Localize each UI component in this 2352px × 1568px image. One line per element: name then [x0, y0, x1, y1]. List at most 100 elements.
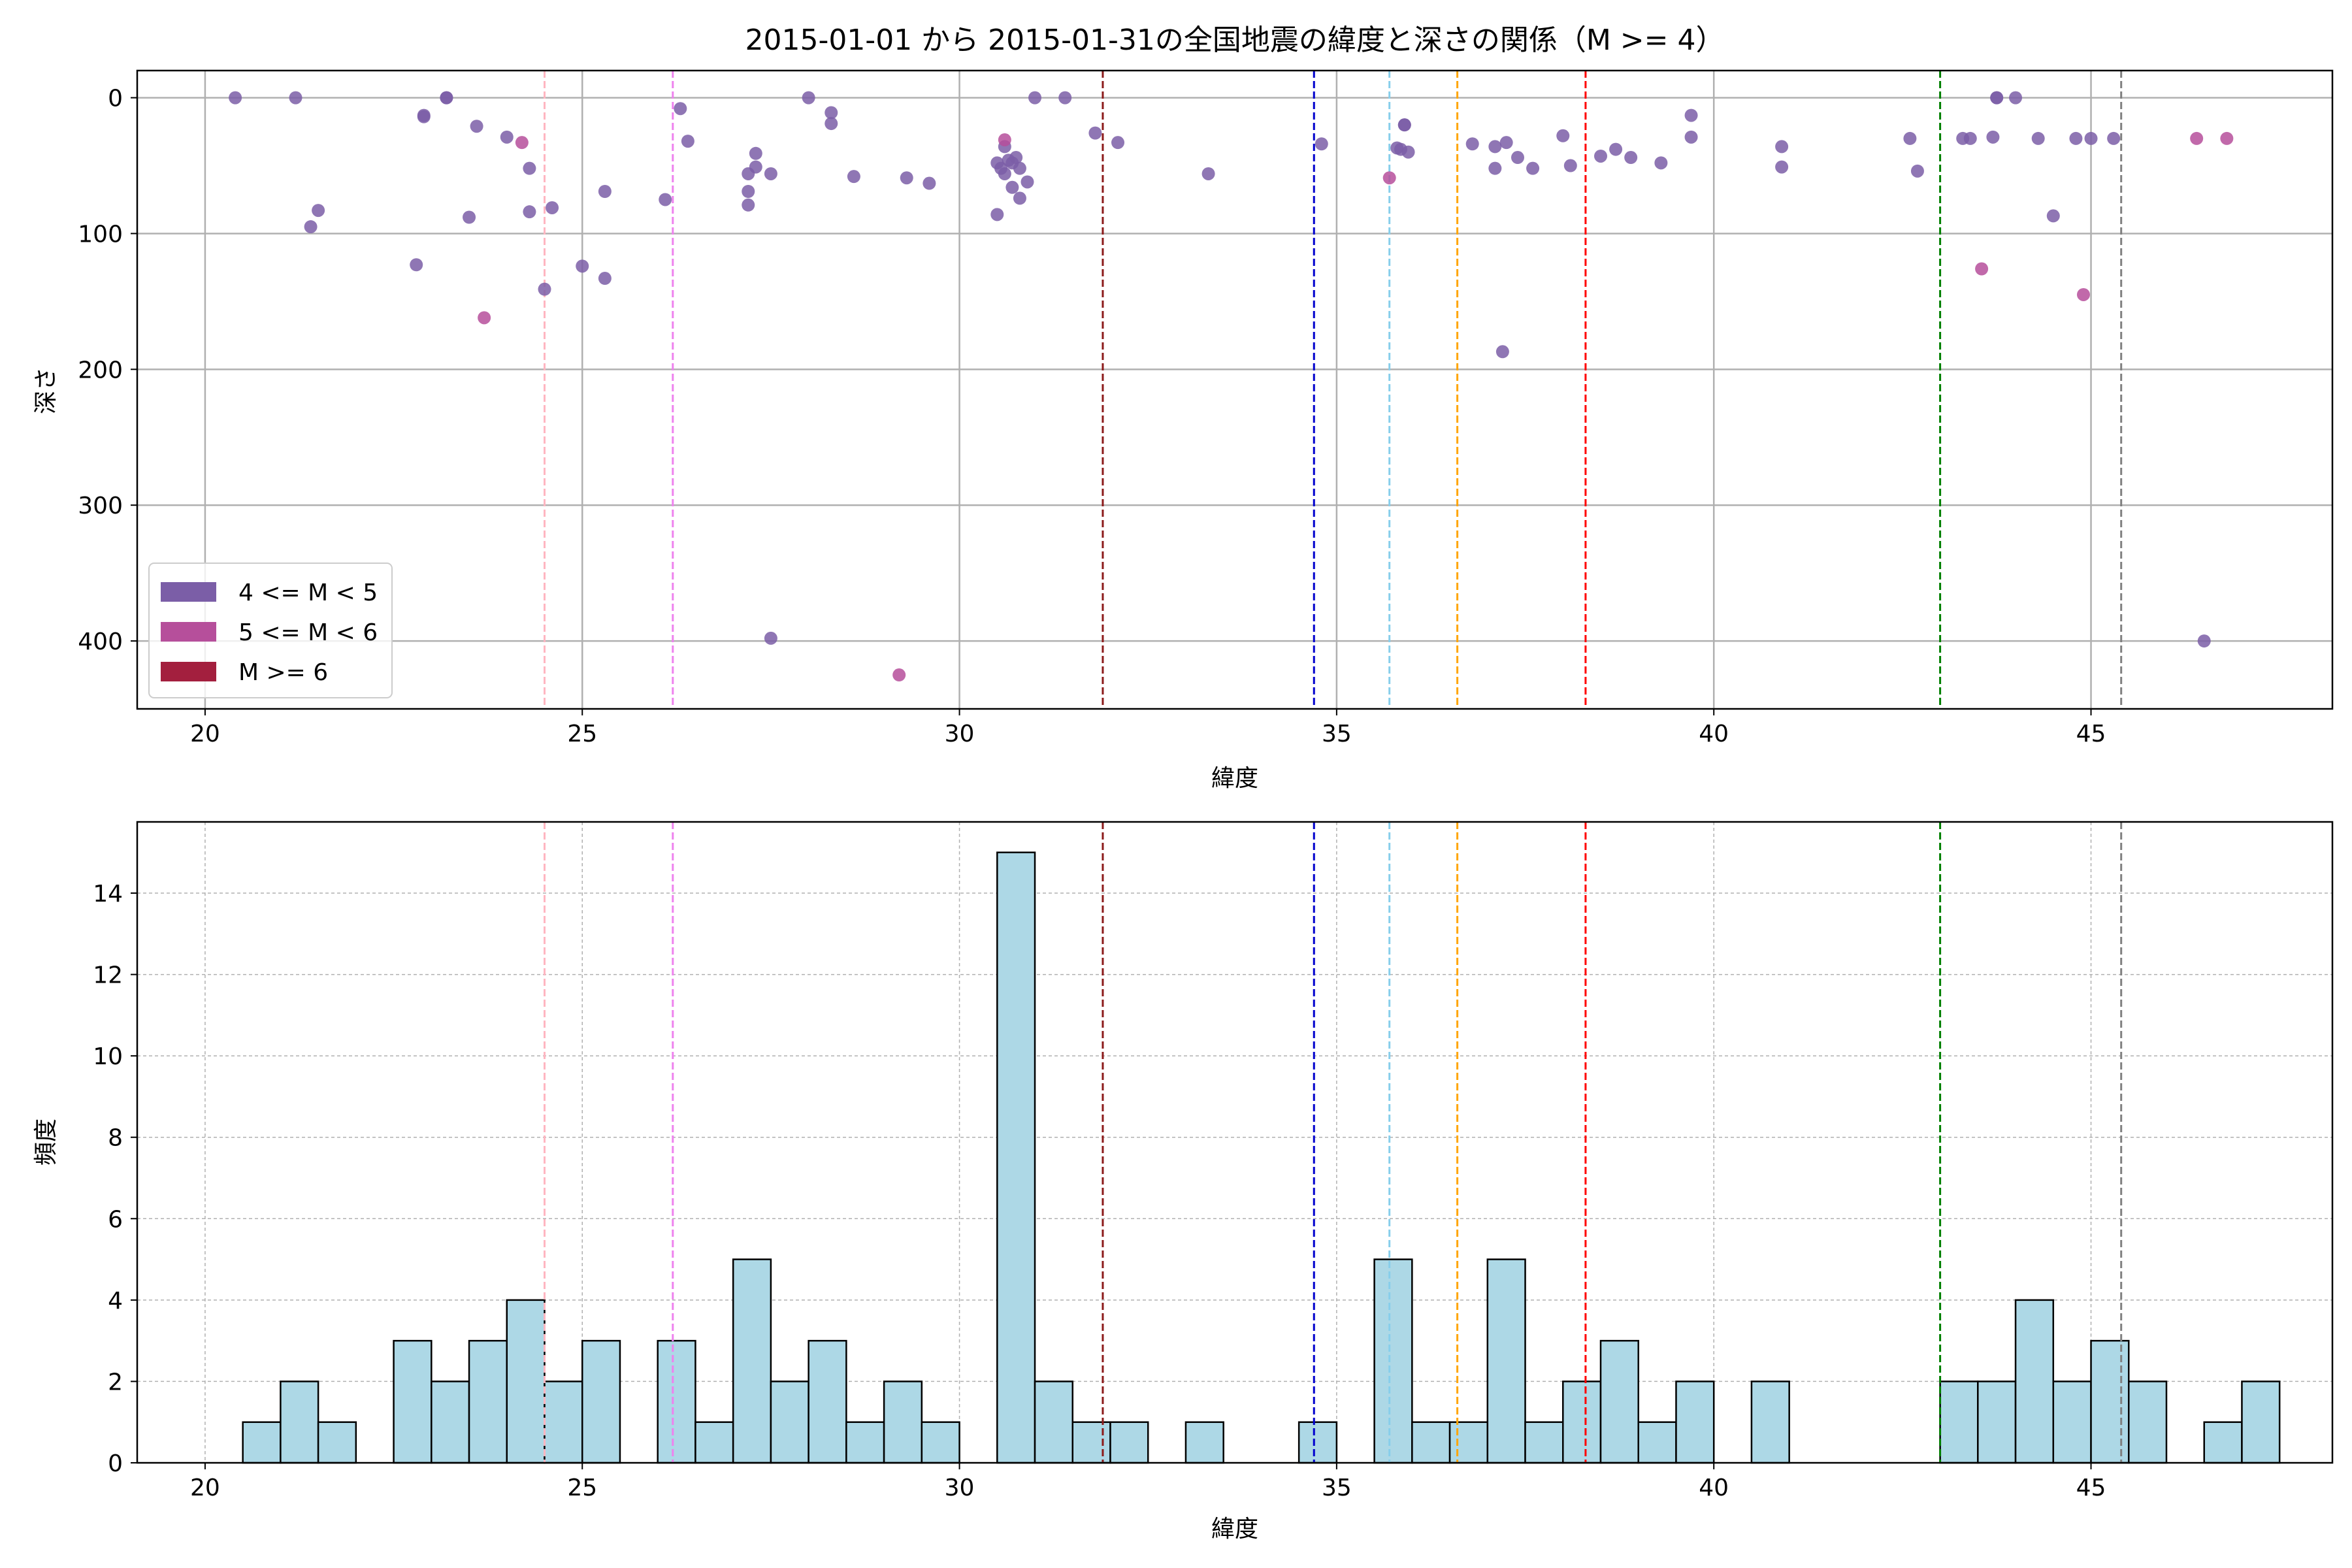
histogram-bar [1034, 1380, 1074, 1464]
histogram-bar [1411, 1421, 1451, 1464]
scatter-point [478, 311, 491, 325]
scatter-point [598, 185, 612, 199]
scatter-point [1315, 137, 1328, 151]
histogram-bar [2203, 1421, 2243, 1464]
scatter-point [998, 133, 1011, 147]
scatter-point [1397, 118, 1411, 132]
histogram-bar [1524, 1421, 1564, 1464]
scatter-point [2084, 131, 2098, 145]
scatter-point [1563, 159, 1577, 172]
histogram-y-axis-label: 頻度 [33, 1119, 59, 1166]
scatter-point [500, 130, 514, 144]
scatter-point [1028, 91, 1042, 105]
scatter-point [923, 176, 936, 190]
scatter-point [1401, 145, 1415, 159]
histogram-x-ticks: 20 25 30 35 40 45 [190, 1463, 2106, 1501]
scatter-point [1013, 161, 1026, 175]
histogram-bar [1373, 1258, 1413, 1464]
scatter-reference-lines [544, 71, 2123, 709]
scatter-x-tick-label: 20 [190, 721, 220, 747]
histogram-plot-frame [136, 821, 2334, 1464]
scatter-point [440, 91, 453, 105]
histogram-bar [732, 1258, 772, 1464]
scatter-point [749, 160, 762, 174]
scatter-point [463, 210, 476, 224]
histogram-bar [2127, 1380, 2168, 1464]
scatter-point [1910, 164, 1924, 178]
histogram-bar [317, 1421, 357, 1464]
scatter-point [1775, 160, 1789, 174]
scatter-point [1594, 149, 1607, 163]
histogram-y-tick-label: 14 [93, 881, 123, 907]
histogram-bar [2052, 1380, 2092, 1464]
scatter-point [1609, 142, 1623, 156]
scatter-plot: 20 25 30 35 40 45 0 100 200 300 400 緯度 深さ 4 <= M … [33, 69, 2334, 792]
scatter-point [1021, 175, 1034, 189]
scatter-point [1654, 156, 1668, 170]
scatter-point [990, 208, 1004, 221]
scatter-point [1005, 180, 1019, 194]
legend-swatch-m4 [161, 582, 216, 602]
scatter-y-tick-label: 300 [78, 493, 123, 519]
histogram-bar [1448, 1421, 1489, 1464]
scatter-point [1013, 191, 1026, 205]
legend-label-m5: 5 <= M < 6 [238, 619, 378, 646]
scatter-point [1488, 140, 1502, 154]
histogram-bar [770, 1380, 809, 1464]
histogram-y-tick-label: 4 [108, 1288, 123, 1315]
scatter-points [229, 91, 2234, 682]
histogram-y-tick-label: 2 [108, 1369, 123, 1396]
histogram-y-tick-label: 0 [108, 1450, 123, 1477]
scatter-point [1526, 161, 1540, 175]
scatter-y-tick-label: 200 [78, 357, 123, 384]
scatter-point [523, 161, 536, 175]
scatter-point [998, 167, 1011, 180]
scatter-point [764, 631, 777, 645]
scatter-point [1499, 136, 1513, 150]
scatter-point [802, 91, 815, 105]
histogram-y-tick-label: 12 [93, 962, 123, 989]
histogram-bar [1071, 1421, 1111, 1464]
scatter-point [229, 91, 242, 105]
histogram-bar [883, 1380, 923, 1464]
scatter-point [847, 170, 860, 184]
scatter-point [1963, 131, 1977, 145]
histogram-bar [2241, 1380, 2281, 1464]
scatter-point [576, 259, 589, 273]
histogram-bar [1750, 1380, 1790, 1464]
histogram-bar [921, 1421, 960, 1464]
histogram-bar [431, 1380, 470, 1464]
histogram-bar [2014, 1299, 2055, 1464]
scatter-point [546, 201, 559, 214]
legend-swatch-m5 [161, 622, 216, 642]
scatter-point [2046, 209, 2060, 223]
scatter-point [417, 110, 431, 123]
histogram-x-tick-label: 35 [1322, 1475, 1352, 1501]
scatter-point [659, 193, 672, 206]
scatter-point [312, 204, 325, 218]
scatter-point [1088, 126, 1102, 140]
scatter-point [1511, 151, 1524, 165]
histogram-bar [468, 1339, 508, 1464]
histogram-bar [1637, 1421, 1677, 1464]
scatter-point [2076, 287, 2090, 301]
histogram-bar [845, 1421, 885, 1464]
legend-label-m6: M >= 6 [238, 659, 328, 686]
histogram-y-tick-label: 8 [108, 1125, 123, 1152]
scatter-point [598, 272, 612, 286]
histogram-bars [242, 851, 2281, 1464]
scatter-point [1111, 136, 1125, 150]
histogram-bar [657, 1339, 696, 1464]
histogram-bar [506, 1299, 546, 1464]
histogram-x-axis-label: 緯度 [1211, 1516, 1258, 1543]
scatter-y-tick-label: 100 [78, 221, 123, 248]
scatter-point [515, 136, 529, 150]
histogram-bar [280, 1380, 319, 1464]
scatter-point [1495, 345, 1509, 359]
scatter-point [1624, 151, 1638, 165]
scatter-x-tick-label: 35 [1322, 721, 1352, 747]
histogram-bar [1109, 1421, 1149, 1464]
histogram-x-tick-label: 45 [2076, 1475, 2106, 1501]
scatter-point [900, 171, 913, 185]
